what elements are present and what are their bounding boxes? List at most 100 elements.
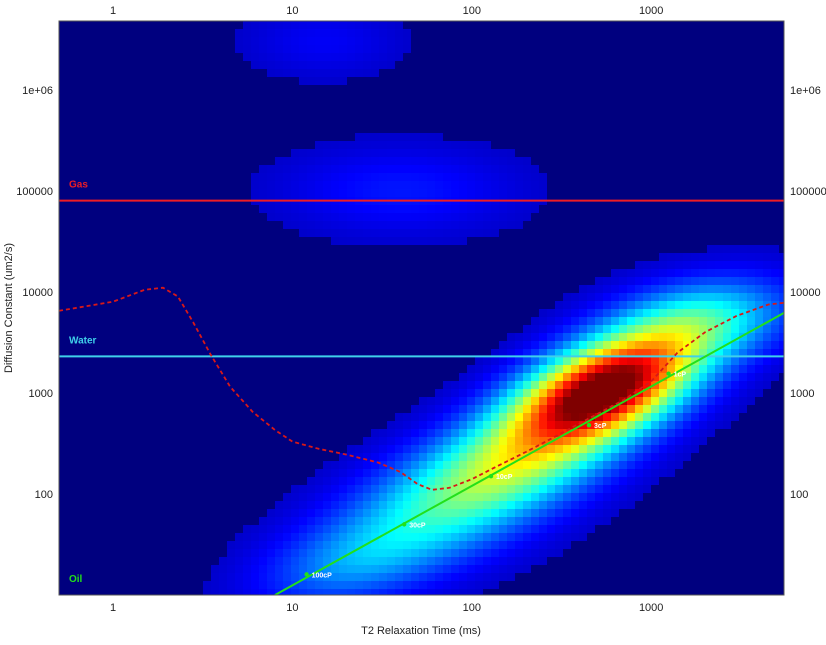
x-tick-label-top: 100	[463, 5, 481, 17]
heatmap-cell	[419, 213, 427, 221]
heatmap-cell	[331, 165, 339, 173]
heatmap-cell	[291, 221, 299, 229]
heatmap-cell	[323, 37, 331, 45]
heatmap-cell	[579, 405, 587, 413]
heatmap-cell	[267, 525, 275, 533]
heatmap-cell	[275, 213, 283, 221]
heatmap-cell	[323, 69, 331, 77]
heatmap-cell	[523, 437, 531, 445]
heatmap-cell	[539, 533, 547, 541]
heatmap-cell	[387, 229, 395, 237]
heatmap-cell	[731, 245, 739, 253]
heatmap-cell	[691, 381, 699, 389]
heatmap-cell	[387, 581, 395, 589]
heatmap-cell	[619, 309, 627, 317]
heatmap-cell	[491, 381, 499, 389]
heatmap-cell	[547, 517, 555, 525]
heatmap-cell	[467, 157, 475, 165]
heatmap-cell	[651, 397, 659, 405]
heatmap-cell	[539, 437, 547, 445]
heatmap-cell	[379, 509, 387, 517]
heatmap-cell	[483, 413, 491, 421]
heatmap-cell	[739, 405, 747, 413]
heatmap-cell	[363, 237, 371, 245]
heatmap-cell	[219, 557, 227, 565]
heatmap-cell	[475, 517, 483, 525]
heatmap-cell	[451, 421, 459, 429]
heatmap-cell	[771, 285, 779, 293]
heatmap-cell	[579, 485, 587, 493]
heatmap-cell	[435, 581, 443, 589]
heatmap-cell	[299, 229, 307, 237]
heatmap-cell	[499, 565, 507, 573]
heatmap-cell	[387, 485, 395, 493]
heatmap-cell	[691, 333, 699, 341]
heatmap-cell	[355, 21, 363, 29]
heatmap-cell	[547, 477, 555, 485]
heatmap-cell	[403, 141, 411, 149]
heatmap-cell	[363, 501, 371, 509]
heatmap-cell	[691, 325, 699, 333]
heatmap-cell	[275, 189, 283, 197]
viscosity-marker	[666, 371, 671, 376]
heatmap-cell	[507, 469, 515, 477]
heatmap-cell	[531, 469, 539, 477]
heatmap-cell	[651, 309, 659, 317]
heatmap-cell	[531, 349, 539, 357]
heatmap-cell	[515, 461, 523, 469]
heatmap-cell	[643, 285, 651, 293]
heatmap-cell	[227, 549, 235, 557]
heatmap-cell	[691, 261, 699, 269]
heatmap-cell	[371, 157, 379, 165]
heatmap-cell	[523, 213, 531, 221]
heatmap-cell	[355, 445, 363, 453]
heatmap-cell	[467, 149, 475, 157]
heatmap-cell	[459, 389, 467, 397]
heatmap-cell	[619, 493, 627, 501]
heatmap-cell	[419, 429, 427, 437]
heatmap-cell	[347, 61, 355, 69]
heatmap-cell	[627, 381, 635, 389]
heatmap-cell	[443, 565, 451, 573]
heatmap-cell	[739, 325, 747, 333]
heatmap-cell	[563, 333, 571, 341]
heatmap-cell	[651, 461, 659, 469]
heatmap-cell	[739, 253, 747, 261]
heatmap-cell	[539, 317, 547, 325]
heatmap-cell	[547, 509, 555, 517]
heatmap-cell	[451, 413, 459, 421]
heatmap-cell	[307, 493, 315, 501]
heatmap-cell	[323, 141, 331, 149]
heatmap-cell	[451, 533, 459, 541]
heatmap-cell	[747, 245, 755, 253]
heatmap-cell	[307, 549, 315, 557]
heatmap-cell	[315, 53, 323, 61]
heatmap-cell	[315, 37, 323, 45]
heatmap-cell	[523, 461, 531, 469]
heatmap-cell	[675, 397, 683, 405]
heatmap-cell	[627, 365, 635, 373]
heatmap-cell	[619, 277, 627, 285]
heatmap-cell	[699, 261, 707, 269]
heatmap-cell	[459, 397, 467, 405]
heatmap-cell	[715, 405, 723, 413]
heatmap-cell	[451, 221, 459, 229]
heatmap-cell	[355, 157, 363, 165]
oil-line	[274, 311, 784, 595]
heatmap-cell	[675, 413, 683, 421]
heatmap-cell	[611, 453, 619, 461]
heatmap-cell	[299, 157, 307, 165]
heatmap-cell	[355, 61, 363, 69]
heatmap-cell	[587, 309, 595, 317]
heatmap-cell	[515, 173, 523, 181]
heatmap-cell	[723, 413, 731, 421]
heatmap-cell	[363, 221, 371, 229]
heatmap-cell	[683, 293, 691, 301]
viscosity-label: 1cP	[674, 372, 687, 379]
heatmap-cell	[499, 357, 507, 365]
heatmap-cell	[691, 317, 699, 325]
heatmap-cell	[283, 157, 291, 165]
heatmap-cell	[571, 469, 579, 477]
heatmap-cell	[499, 381, 507, 389]
